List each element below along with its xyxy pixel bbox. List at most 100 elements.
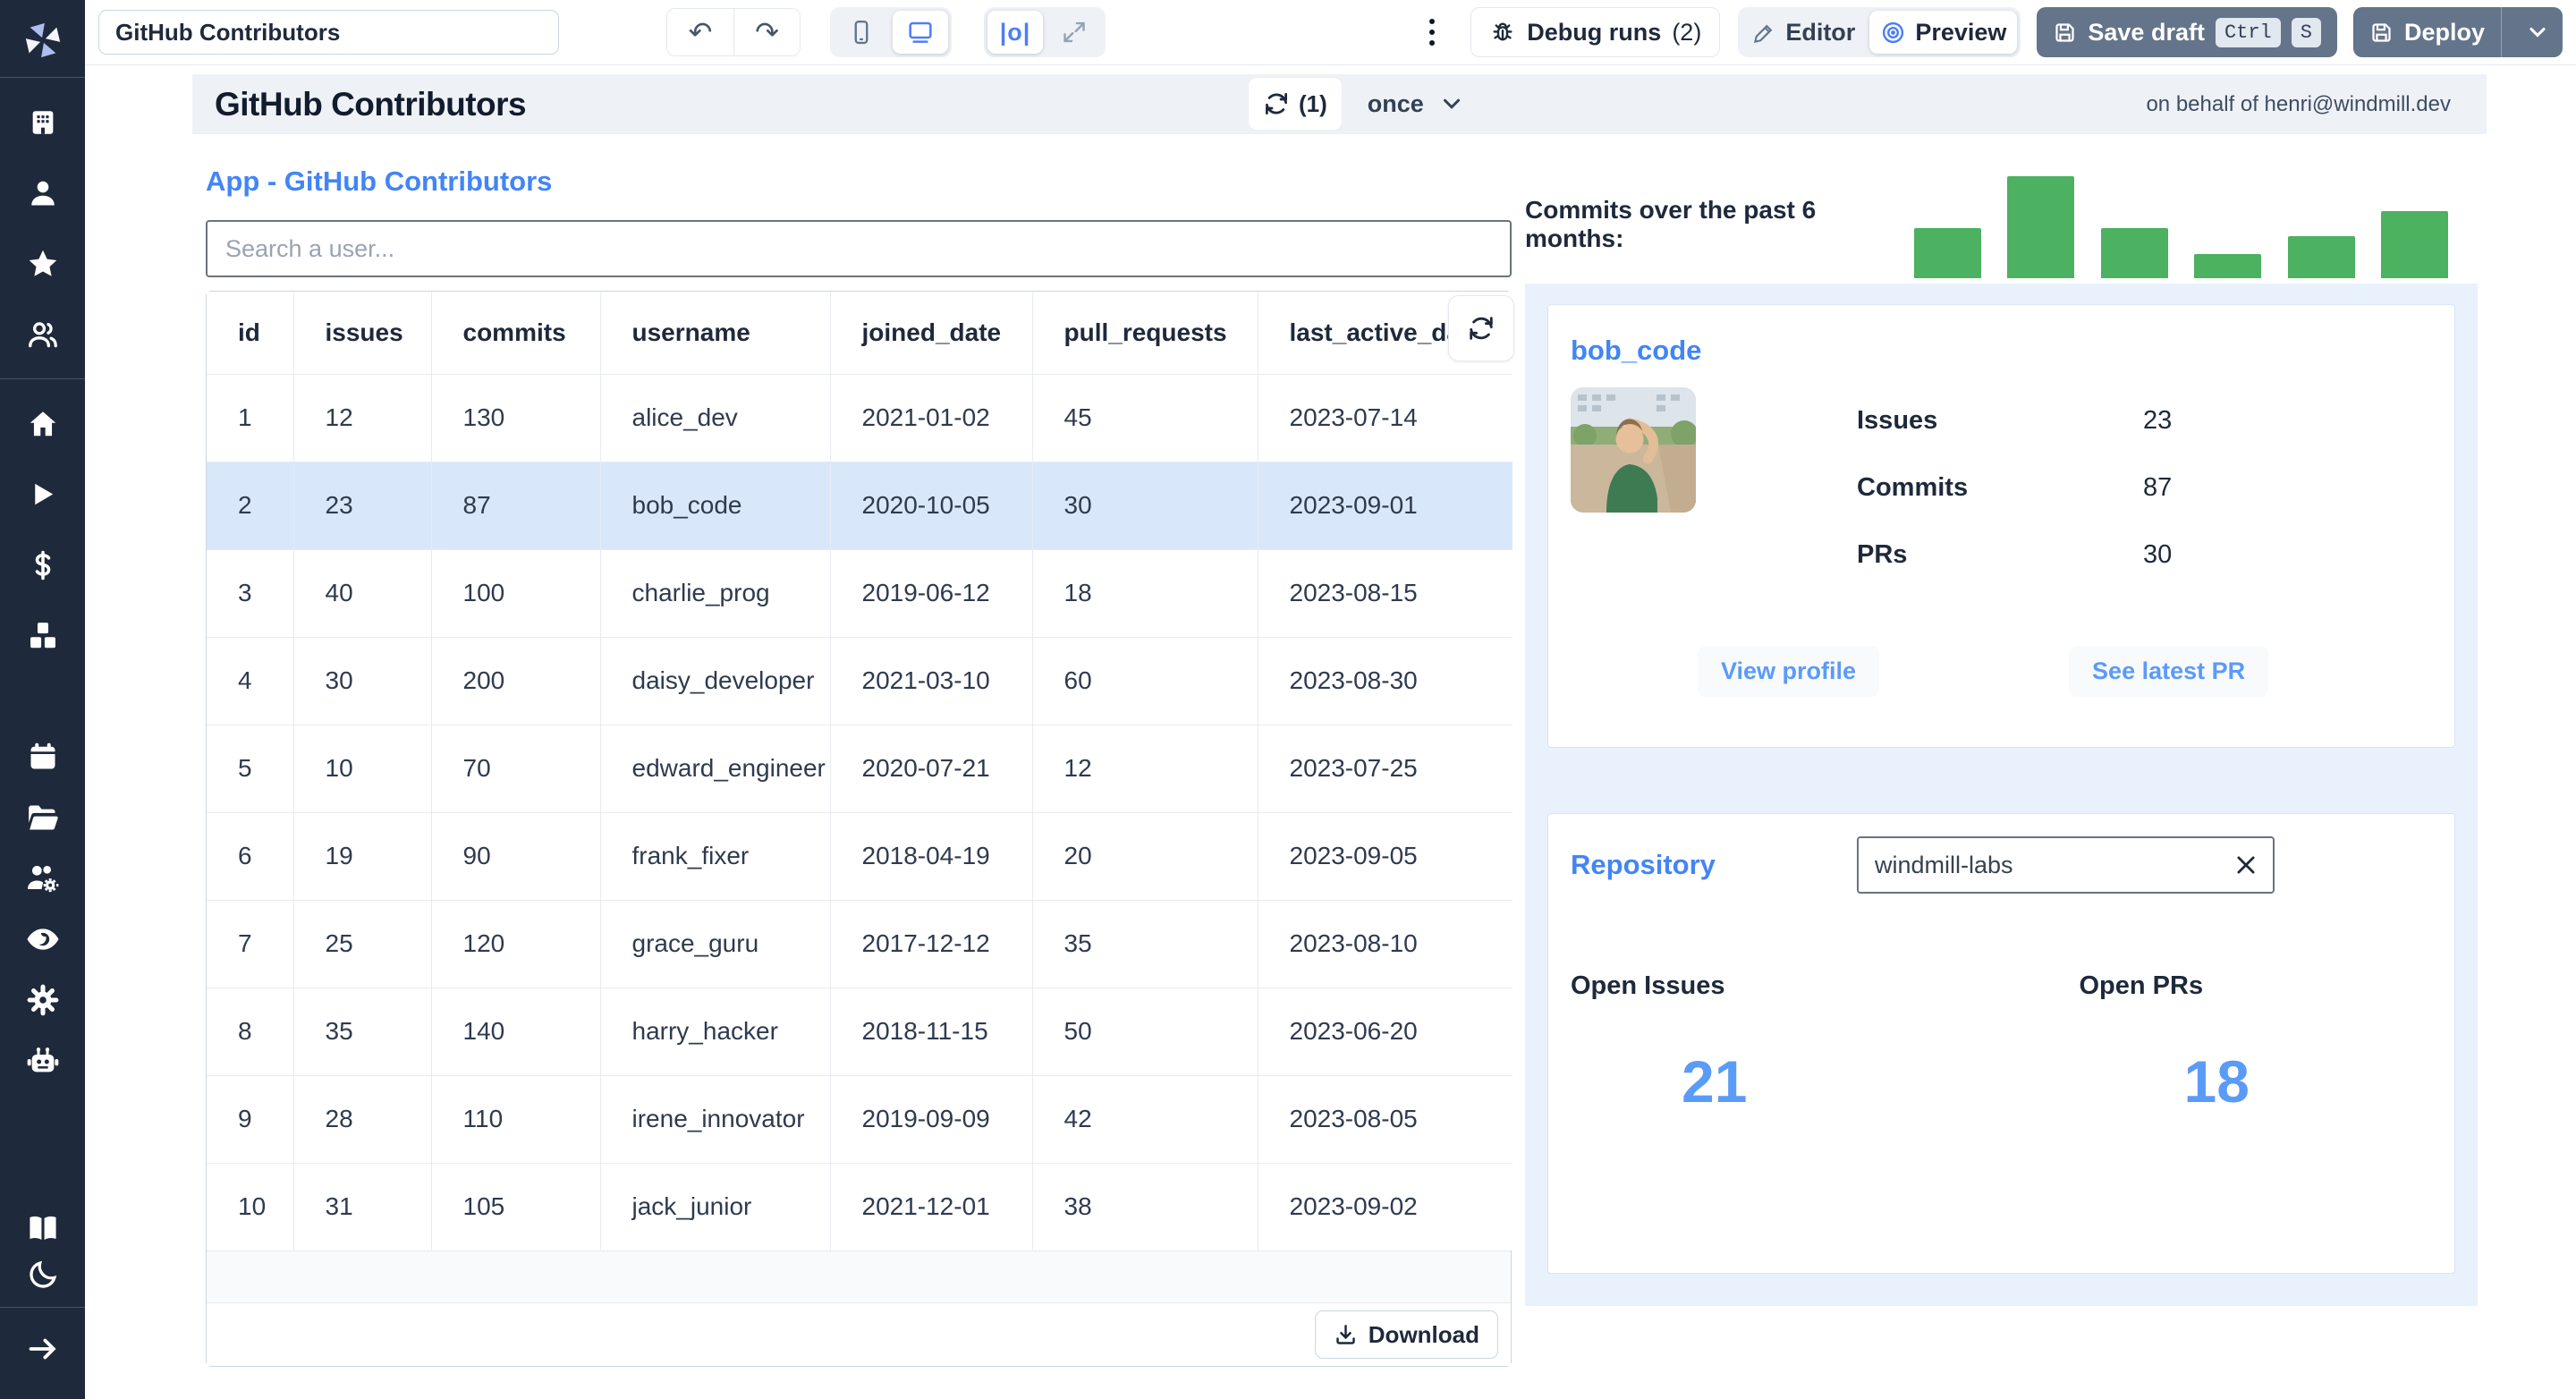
open-prs-label: Open PRs: [2079, 971, 2204, 1000]
open-issues-metric: Open Issues 21: [1571, 971, 2002, 1115]
open-issues-value: 21: [1682, 1048, 1748, 1115]
user-stats: Issues 23 Commits 87 PRs: [1857, 387, 2432, 589]
table-footer-bar: Download: [207, 1302, 1511, 1366]
table-cell: 19: [293, 811, 432, 900]
resources-cubes-icon[interactable]: [0, 600, 85, 671]
home-icon[interactable]: [0, 388, 85, 459]
groups-icon[interactable]: [0, 299, 85, 369]
column-header[interactable]: issues: [293, 292, 432, 374]
repository-input[interactable]: [1875, 851, 2226, 879]
table-cell: 2023-09-01: [1258, 461, 1513, 549]
undo-redo-group: ↶ ↷: [666, 8, 801, 56]
fullscreen-layout-button[interactable]: [1046, 11, 1102, 54]
favorites-star-icon[interactable]: [0, 228, 85, 299]
column-header[interactable]: commits: [431, 292, 601, 374]
recompute-all-button[interactable]: (1): [1248, 77, 1343, 131]
table-row[interactable]: 4 30 200 daisy_developer 2021-03-10 60 2023-08…: [207, 636, 1513, 725]
workspace-icon[interactable]: [0, 87, 85, 157]
user-card-buttons: View profile See latest PR: [1698, 646, 2432, 697]
table-cell: 4: [207, 636, 294, 725]
table-row[interactable]: 10 31 105 jack_junior 2021-12-01 38 2023-09-02: [207, 1162, 1513, 1251]
mobile-view-button[interactable]: [834, 11, 889, 54]
ai-robot-icon[interactable]: [0, 1030, 85, 1091]
table-cell: 18: [1032, 548, 1258, 637]
table-row[interactable]: 2 23 87 bob_code 2020-10-05 30 2023-09-01: [207, 461, 1513, 549]
table-cell: 50: [1032, 987, 1258, 1075]
download-label: Download: [1368, 1320, 1479, 1348]
table-cell: 35: [1032, 899, 1258, 988]
sidebar-divider: [0, 1307, 85, 1308]
variables-dollar-icon[interactable]: [0, 530, 85, 600]
dark-mode-moon-icon[interactable]: [0, 1251, 85, 1298]
table-row[interactable]: 8 35 140 harry_hacker 2018-11-15 50 2023-06-20: [207, 987, 1513, 1075]
schedule-select[interactable]: once: [1368, 90, 1465, 118]
bounded-layout-icon: |o|: [999, 18, 1031, 46]
table-refresh-button[interactable]: [1448, 295, 1514, 361]
debug-runs-count: (2): [1672, 18, 1702, 46]
column-header[interactable]: id: [207, 292, 294, 374]
stat-label: Issues: [1857, 406, 1938, 435]
download-button[interactable]: Download: [1314, 1310, 1498, 1359]
collapse-arrow-icon[interactable]: [0, 1317, 85, 1381]
desktop-view-button[interactable]: [893, 11, 948, 54]
table-cell: 105: [431, 1162, 601, 1251]
table-cell: 25: [293, 899, 432, 988]
table-cell: 120: [431, 899, 601, 988]
windmill-logo-icon[interactable]: [0, 13, 85, 68]
table-cell: 42: [1032, 1074, 1258, 1163]
table-row[interactable]: 5 10 70 edward_engineer 2020-07-21 12 2023-07-…: [207, 724, 1513, 812]
kbd-s: S: [2291, 17, 2321, 47]
column-header[interactable]: joined_date: [830, 292, 1033, 374]
docs-book-icon[interactable]: [0, 1205, 85, 1251]
column-header[interactable]: username: [600, 292, 831, 374]
folders-icon[interactable]: [0, 787, 85, 848]
open-prs-metric: Open PRs 18: [2002, 971, 2433, 1115]
workers-icon[interactable]: [0, 848, 85, 909]
table-cell: 2021-12-01: [830, 1162, 1033, 1251]
table-cell: 1: [207, 373, 294, 462]
search-input[interactable]: [206, 220, 1512, 277]
refresh-icon: [1266, 93, 1287, 114]
left-column: App - GitHub Contributors idissuescommit…: [206, 165, 1514, 1367]
table-row[interactable]: 1 12 130 alice_dev 2021-01-02 45 2023-07-14: [207, 373, 1513, 462]
table-row[interactable]: 7 25 120 grace_guru 2017-12-12 35 2023-08-10: [207, 899, 1513, 988]
view-profile-button[interactable]: View profile: [1698, 646, 1880, 697]
table-cell: 2023-08-30: [1258, 636, 1513, 725]
save-icon: [2055, 22, 2075, 42]
runs-play-icon[interactable]: [0, 459, 85, 530]
table-cell: edward_engineer: [600, 724, 831, 812]
table-cell: 2020-07-21: [830, 724, 1033, 812]
deploy-button[interactable]: Deploy: [2352, 7, 2563, 57]
more-menu-button[interactable]: [1413, 9, 1451, 55]
deploy-dropdown-button[interactable]: [2512, 7, 2563, 57]
save-draft-button[interactable]: Save draft Ctrl S: [2037, 7, 2337, 57]
repository-title: Repository: [1571, 849, 1716, 880]
user-card: bob_code: [1547, 304, 2455, 748]
debug-runs-button[interactable]: Debug runs (2): [1470, 7, 1721, 57]
clear-input-button[interactable]: [2226, 845, 2266, 885]
audit-logs-eye-icon[interactable]: [0, 909, 85, 970]
table-cell: 40: [293, 548, 432, 637]
table-cell: 2023-08-05: [1258, 1074, 1513, 1163]
undo-button[interactable]: ↶: [667, 9, 733, 55]
app-title-input[interactable]: [98, 10, 559, 55]
repository-input-wrap: [1857, 836, 2275, 894]
table-row[interactable]: 6 19 90 frank_fixer 2018-04-19 20 2023-09-05: [207, 811, 1513, 900]
redo-button[interactable]: ↷: [733, 9, 800, 55]
table-row[interactable]: 3 40 100 charlie_prog 2019-06-12 18 2023-08-15: [207, 548, 1513, 637]
schedules-calendar-icon[interactable]: [0, 726, 85, 787]
table-cell: alice_dev: [600, 373, 831, 462]
see-latest-pr-button[interactable]: See latest PR: [2069, 646, 2269, 697]
editor-tab[interactable]: Editor: [1741, 11, 1866, 54]
repository-metrics: Open Issues 21 Open PRs 18: [1571, 971, 2432, 1115]
commits-chart-block: Commits over the past 6 months:: [1525, 165, 2478, 278]
user-icon[interactable]: [0, 157, 85, 228]
table-cell: harry_hacker: [600, 987, 831, 1075]
preview-tab[interactable]: Preview: [1869, 11, 2018, 54]
bounded-layout-button[interactable]: |o|: [987, 11, 1043, 54]
settings-gear-icon[interactable]: [0, 970, 85, 1030]
table-row[interactable]: 9 28 110 irene_innovator 2019-09-09 42 2023-08…: [207, 1074, 1513, 1163]
table-cell: 2: [207, 461, 294, 549]
column-header[interactable]: pull_requests: [1032, 292, 1258, 374]
table-cell: 2023-09-02: [1258, 1162, 1513, 1251]
